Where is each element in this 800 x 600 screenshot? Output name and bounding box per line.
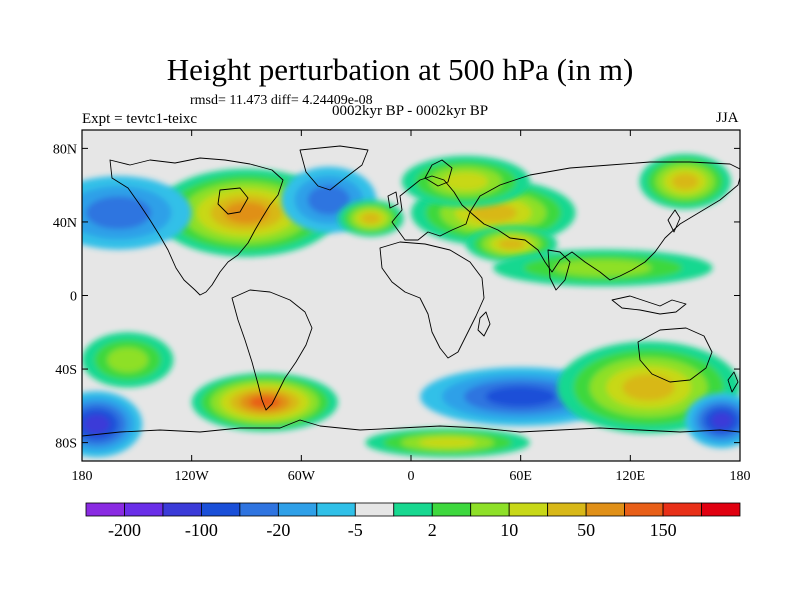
contour-band (86, 196, 152, 230)
anomaly-9 (82, 332, 174, 388)
plot-title: Height perturbation at 500 hPa (in m) (166, 52, 634, 87)
coastline-australia (637, 327, 713, 383)
lat-tick-label: 80N (53, 142, 77, 157)
lat-tick-label: 80S (55, 437, 77, 452)
colorbar-box (624, 502, 664, 517)
coastline-greenland (299, 145, 369, 191)
contour-band (672, 173, 699, 190)
lat-tick-label: 0 (70, 290, 77, 305)
coastline-japan (667, 209, 681, 233)
colorbar-box (277, 502, 318, 517)
contour-band (307, 185, 350, 215)
anomaly-4 (401, 155, 530, 208)
colorbar-box (124, 502, 164, 517)
colorbar-box (85, 502, 125, 517)
coastline-antarctica (82, 419, 740, 437)
coastline-scandinavia (424, 159, 453, 187)
lon-tick-label: 180 (72, 469, 93, 484)
anomaly-14 (685, 392, 740, 449)
anomaly-8 (82, 176, 192, 250)
period-label: 0002kyr BP - 0002kyr BP (331, 103, 489, 119)
contour-band (224, 202, 269, 224)
anomaly-5 (465, 225, 558, 263)
colorbar-box (354, 502, 395, 517)
colorbar-label: -5 (348, 520, 363, 540)
contour-band (469, 203, 517, 223)
colorbar-box (585, 502, 625, 517)
contour-band (361, 213, 381, 224)
contour-band (622, 374, 675, 401)
lon-tick-label: 0 (408, 469, 415, 484)
experiment-label: Expt = tevtc1-teixc (82, 111, 198, 127)
colorbar-label: -100 (185, 520, 218, 540)
coastline-south-america (231, 289, 313, 411)
colorbar-box (316, 502, 356, 517)
lon-tick-label: 60E (509, 469, 532, 484)
colorbar-box (701, 502, 741, 517)
stats-label: rmsd= 11.473 diff= 4.24409e-08 (190, 93, 373, 108)
colorbar-box (239, 502, 279, 517)
colorbar-label: 10 (500, 520, 518, 540)
coastline-madagascar (477, 311, 491, 337)
coastline-new-zealand (727, 371, 739, 393)
colorbar-box (201, 502, 241, 517)
contour-band (711, 412, 733, 429)
lon-tick-label: 60W (288, 469, 316, 484)
lat-tick-label: 40N (53, 216, 77, 231)
colorbar-box (662, 502, 702, 517)
contour-band (419, 437, 477, 448)
anomaly-10 (191, 372, 338, 432)
colorbar-box (431, 502, 472, 517)
anomaly-6 (639, 153, 731, 210)
colorbar-label: 50 (577, 520, 595, 540)
coastline-indonesia (611, 295, 687, 315)
coastline-africa (379, 241, 485, 359)
contour-band (498, 238, 525, 250)
colorbar-box (547, 502, 587, 517)
contour-band (443, 172, 489, 191)
colorbar-box (162, 502, 202, 517)
coastline-asia (469, 161, 740, 281)
colorbar-label: 150 (650, 520, 677, 540)
anomaly-2 (337, 199, 404, 237)
lat-tick-label: 40S (55, 363, 77, 378)
colorbar-box (393, 502, 433, 517)
lon-tick-label: 180 (730, 469, 751, 484)
coastline-north-america (109, 157, 284, 296)
anomaly-11 (82, 391, 143, 458)
colorbar-label: 2 (428, 520, 437, 540)
coastline-india (547, 249, 571, 291)
season-label: JJA (716, 110, 739, 126)
colorbar-label: -20 (266, 520, 290, 540)
contour-band (249, 396, 281, 409)
lon-tick-label: 120E (616, 469, 646, 484)
contour-band (485, 386, 556, 407)
coastline-europe (391, 175, 471, 241)
lon-tick-label: 120W (175, 469, 210, 484)
anomaly-15 (365, 427, 530, 458)
colorbar-box (508, 502, 549, 517)
colorbar-label: -200 (108, 520, 141, 540)
contour-band (107, 347, 148, 373)
colorbar-box (470, 502, 510, 517)
coastline-british-isles (387, 191, 399, 209)
contour-band (83, 414, 110, 434)
coastline-hudson-bay (217, 187, 249, 215)
